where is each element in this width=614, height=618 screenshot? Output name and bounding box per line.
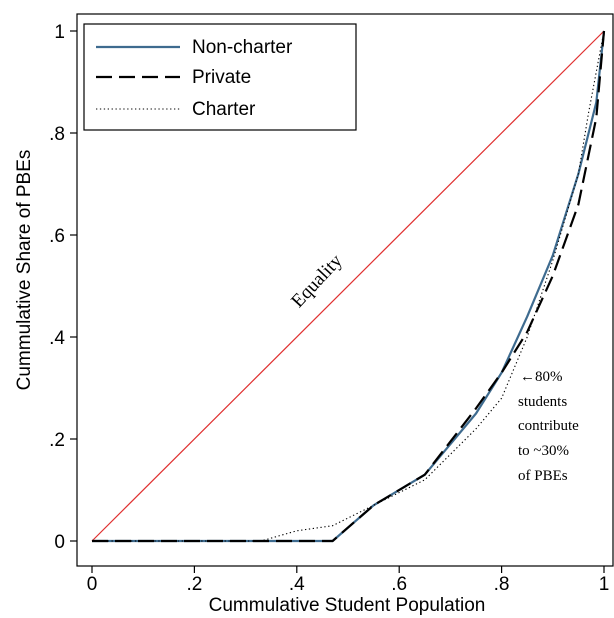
x-tick-label: .6 xyxy=(391,574,407,595)
series-line-private xyxy=(92,30,606,543)
x-axis-title: Cummulative Student Population xyxy=(209,595,486,616)
axis-layer: 0 .2 .4 .6 .8 1 0 .2 .4 .6 .8 1 xyxy=(49,22,609,595)
annotation-line-4: to ~30% xyxy=(518,443,569,459)
y-axis-title: Cummulative Share of PBEs xyxy=(14,150,35,391)
annotation-arrow: ← xyxy=(520,369,535,385)
x-tick-label: .2 xyxy=(186,574,202,595)
x-tick-label: .8 xyxy=(494,574,510,595)
x-tick-label: .4 xyxy=(289,574,305,595)
legend-label-private: Private xyxy=(192,67,251,88)
y-tick-label: 0 xyxy=(54,532,65,553)
y-tick-label: 1 xyxy=(54,22,65,43)
annotation-line-5: of PBEs xyxy=(518,468,568,484)
y-tick-label: .8 xyxy=(49,124,65,145)
legend-label-non-charter: Non-charter xyxy=(192,37,293,58)
series-line-charter xyxy=(92,30,605,542)
equality-line xyxy=(91,30,605,542)
annotation-line-3: contribute xyxy=(518,418,579,434)
equality-label: Equality xyxy=(287,250,347,312)
y-tick-label: .4 xyxy=(49,328,65,349)
legend-label-charter: Charter xyxy=(192,99,256,120)
x-tick-label: 0 xyxy=(87,574,98,595)
x-tick-label: 1 xyxy=(599,574,610,595)
annotation-line-1: ←80% xyxy=(520,369,563,385)
series-layer xyxy=(92,30,606,543)
plot-frame xyxy=(76,13,614,567)
annotation-line-2: students xyxy=(518,394,567,410)
legend: Non-charter Private Charter xyxy=(83,23,357,131)
annotation-text-1: 80% xyxy=(535,369,563,385)
svg-text:Equality: Equality xyxy=(287,250,347,312)
annotation: ←80% students contribute to ~30% of PBEs xyxy=(518,369,579,484)
y-tick-label: .6 xyxy=(49,226,65,247)
equality-line-layer xyxy=(91,30,605,542)
y-tick-label: .2 xyxy=(49,430,65,451)
